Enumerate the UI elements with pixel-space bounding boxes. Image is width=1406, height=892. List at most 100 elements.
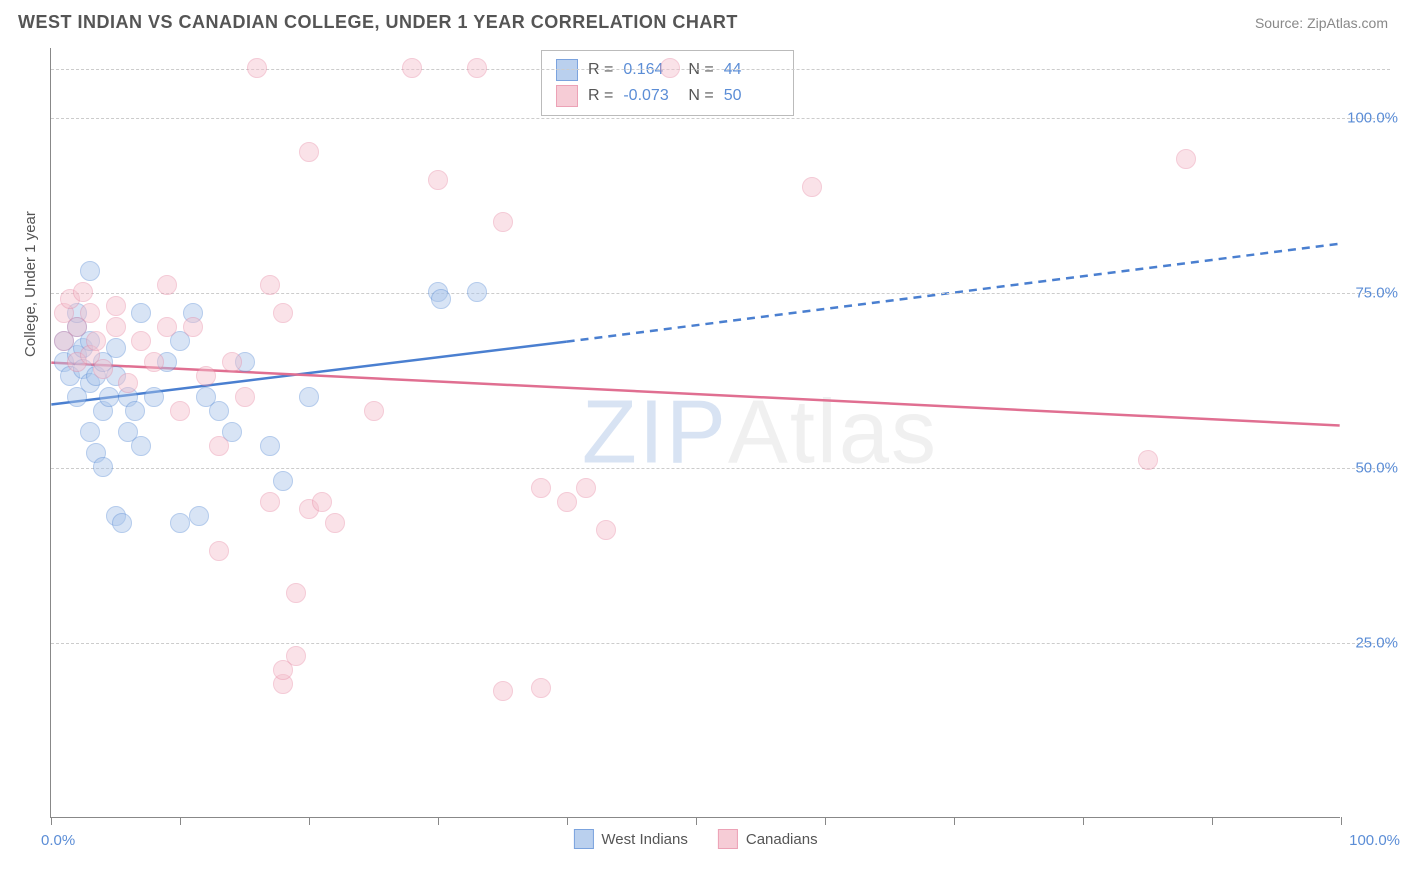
data-point: [299, 142, 319, 162]
data-point: [260, 275, 280, 295]
x-tick: [696, 817, 697, 825]
data-point: [260, 436, 280, 456]
data-point: [80, 261, 100, 281]
legend-swatch: [573, 829, 593, 849]
data-point: [325, 513, 345, 533]
data-point: [209, 436, 229, 456]
data-point: [80, 422, 100, 442]
legend-n-value: 44: [724, 61, 779, 79]
x-tick: [438, 817, 439, 825]
legend-swatch: [556, 59, 578, 81]
legend-row: R = -0.073 N = 50: [556, 83, 779, 109]
data-point: [531, 678, 551, 698]
data-point: [209, 401, 229, 421]
x-tick: [1083, 817, 1084, 825]
x-tick: [954, 817, 955, 825]
y-tick-label: 25.0%: [1343, 635, 1398, 652]
data-point: [557, 492, 577, 512]
data-point: [125, 401, 145, 421]
data-point: [131, 436, 151, 456]
data-point: [431, 289, 451, 309]
data-point: [170, 401, 190, 421]
data-point: [467, 58, 487, 78]
data-point: [1176, 149, 1196, 169]
data-point: [1138, 450, 1158, 470]
legend-n-value: 50: [724, 87, 779, 105]
legend-n-label: N =: [688, 61, 713, 79]
source-label: Source: ZipAtlas.com: [1255, 15, 1388, 31]
data-point: [235, 387, 255, 407]
data-point: [273, 471, 293, 491]
legend-swatch: [718, 829, 738, 849]
data-point: [428, 170, 448, 190]
data-point: [273, 303, 293, 323]
legend-r-label: R =: [588, 61, 613, 79]
data-point: [157, 275, 177, 295]
x-tick: [825, 817, 826, 825]
data-point: [802, 177, 822, 197]
x-tick: [180, 817, 181, 825]
data-point: [183, 317, 203, 337]
data-point: [106, 338, 126, 358]
data-point: [170, 513, 190, 533]
data-point: [99, 387, 119, 407]
data-point: [660, 58, 680, 78]
data-point: [209, 541, 229, 561]
data-point: [93, 457, 113, 477]
plot-area: ZIPAtlas R = 0.164 N = 44 R = -0.073 N =…: [50, 48, 1340, 818]
gridline: [51, 293, 1390, 294]
x-axis-min-label: 0.0%: [41, 832, 75, 849]
y-tick-label: 75.0%: [1343, 285, 1398, 302]
x-axis-max-label: 100.0%: [1349, 832, 1400, 849]
data-point: [73, 282, 93, 302]
series-name: Canadians: [746, 831, 818, 848]
x-tick: [309, 817, 310, 825]
gridline: [51, 118, 1390, 119]
y-tick-label: 50.0%: [1343, 460, 1398, 477]
x-tick: [567, 817, 568, 825]
x-tick: [1341, 817, 1342, 825]
data-point: [86, 331, 106, 351]
x-tick: [51, 817, 52, 825]
y-tick-label: 100.0%: [1343, 110, 1398, 127]
data-point: [131, 303, 151, 323]
legend-r-label: R =: [588, 87, 613, 105]
data-point: [247, 58, 267, 78]
data-point: [144, 352, 164, 372]
data-point: [189, 506, 209, 526]
chart-title: WEST INDIAN VS CANADIAN COLLEGE, UNDER 1…: [18, 12, 738, 33]
data-point: [80, 303, 100, 323]
series-legend: West Indians Canadians: [573, 829, 817, 849]
data-point: [493, 681, 513, 701]
series-legend-item: West Indians: [573, 829, 687, 849]
gridline: [51, 643, 1390, 644]
series-name: West Indians: [601, 831, 687, 848]
series-legend-item: Canadians: [718, 829, 818, 849]
data-point: [260, 492, 280, 512]
data-point: [93, 359, 113, 379]
data-point: [531, 478, 551, 498]
data-point: [144, 387, 164, 407]
data-point: [299, 387, 319, 407]
x-tick: [1212, 817, 1213, 825]
data-point: [402, 58, 422, 78]
legend-swatch: [556, 85, 578, 107]
y-axis-label: College, Under 1 year: [22, 211, 39, 357]
data-point: [364, 401, 384, 421]
data-point: [467, 282, 487, 302]
data-point: [222, 352, 242, 372]
data-point: [106, 296, 126, 316]
trend-lines: [51, 48, 1340, 817]
data-point: [286, 583, 306, 603]
data-point: [493, 212, 513, 232]
data-point: [112, 513, 132, 533]
data-point: [118, 373, 138, 393]
legend-n-label: N =: [688, 87, 713, 105]
data-point: [157, 317, 177, 337]
data-point: [576, 478, 596, 498]
data-point: [196, 366, 216, 386]
data-point: [596, 520, 616, 540]
data-point: [286, 646, 306, 666]
gridline: [51, 468, 1390, 469]
legend-r-value: -0.073: [623, 87, 678, 105]
